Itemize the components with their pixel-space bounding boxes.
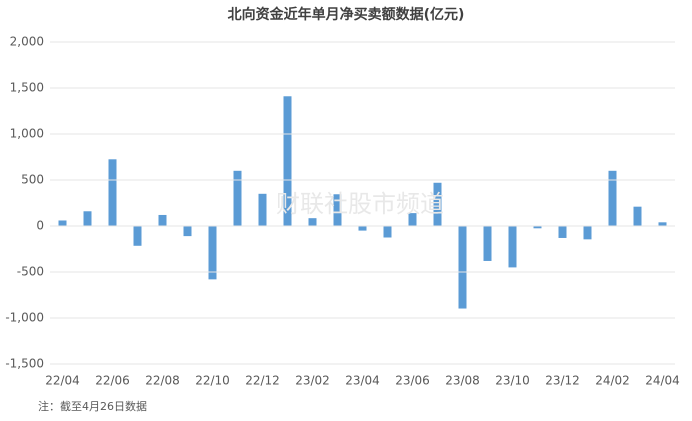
bar — [183, 226, 192, 237]
y-tick-label: -1,000 — [5, 311, 44, 325]
x-tick-label: 22/10 — [195, 374, 230, 388]
note: 注：截至4月26日数据 — [38, 399, 147, 413]
bar — [358, 226, 367, 231]
bar — [583, 226, 592, 240]
bar — [433, 182, 442, 226]
bar — [258, 193, 267, 226]
x-tick-label: 24/04 — [645, 374, 680, 388]
bar — [133, 226, 142, 246]
x-tick-label: 24/02 — [595, 374, 630, 388]
watermark: 财联社股市频道 — [276, 190, 444, 218]
bar — [508, 226, 517, 268]
x-tick-label: 22/12 — [245, 374, 280, 388]
bar — [558, 226, 567, 238]
bar — [658, 222, 667, 226]
y-tick-label: 1,500 — [10, 81, 44, 95]
x-tick-label: 23/06 — [395, 374, 430, 388]
bar — [333, 194, 342, 226]
y-tick-label: -500 — [17, 265, 44, 279]
x-tick-label: 23/10 — [495, 374, 530, 388]
bar — [533, 226, 542, 229]
bar — [458, 226, 467, 309]
bar — [83, 211, 92, 226]
chart-title: 北向资金近年单月净买卖额数据(亿元) — [228, 6, 465, 23]
x-tick-label: 23/04 — [345, 374, 380, 388]
bar — [608, 170, 617, 226]
x-tick-label: 23/12 — [545, 374, 580, 388]
x-tick-label: 22/06 — [95, 374, 130, 388]
bar — [158, 214, 167, 226]
bar — [108, 159, 117, 226]
bar — [483, 226, 492, 261]
y-tick-label: 1,000 — [10, 127, 44, 141]
bar — [408, 213, 417, 226]
x-tick-label: 23/02 — [295, 374, 330, 388]
y-tick-label: 0 — [36, 219, 44, 233]
bar — [283, 96, 292, 226]
bar — [308, 218, 317, 226]
y-tick-label: -1,500 — [5, 357, 44, 371]
y-tick-label: 500 — [21, 173, 44, 187]
y-tick-label: 2,000 — [10, 35, 44, 49]
bar — [208, 226, 217, 280]
bar — [383, 226, 392, 238]
bar — [58, 220, 67, 226]
x-tick-label: 22/04 — [45, 374, 80, 388]
x-tick-label: 22/08 — [145, 374, 180, 388]
bar — [233, 170, 242, 226]
x-tick-label: 23/08 — [445, 374, 480, 388]
bar — [633, 206, 642, 226]
